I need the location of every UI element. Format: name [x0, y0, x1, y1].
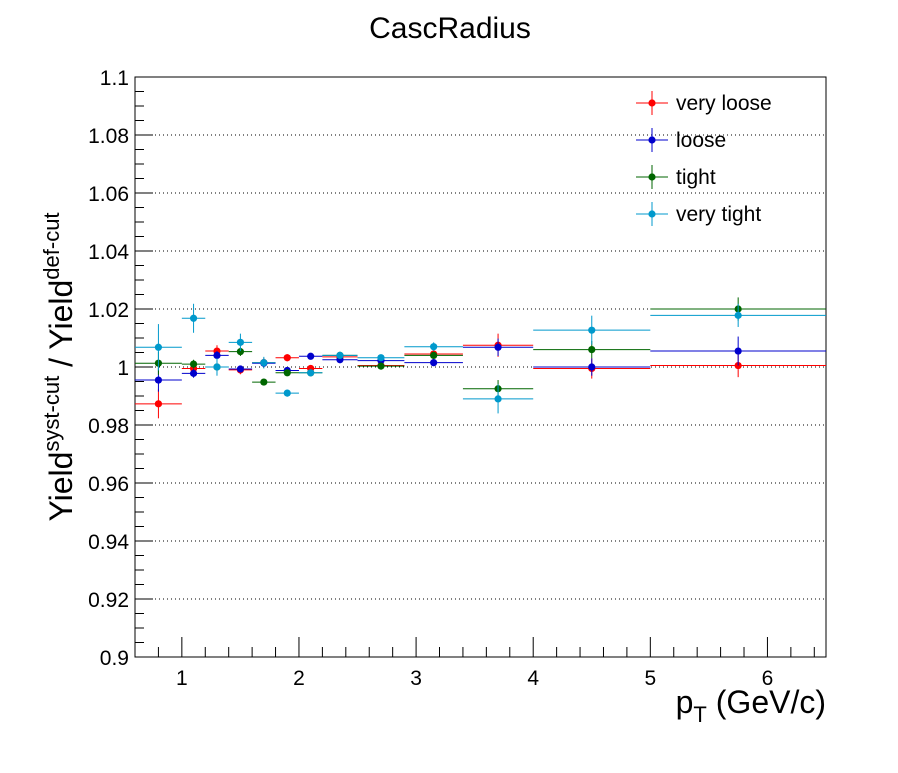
data-point [275, 369, 299, 377]
data-point [228, 333, 253, 352]
y-tick-label: 0.94 [88, 531, 129, 554]
legend-entry: loose [636, 128, 726, 152]
legend-marker [648, 136, 656, 144]
data-point [404, 359, 463, 367]
legend-label: very tight [676, 203, 761, 226]
data-point [298, 369, 323, 377]
data-point [404, 351, 463, 359]
legend-label: tight [676, 166, 716, 189]
x-tick-label: 5 [644, 667, 656, 690]
y-axis-label: Yieldsyst-cut / Yielddef-cut [39, 212, 79, 521]
marker [430, 343, 438, 351]
marker [154, 400, 163, 408]
data-point [135, 389, 182, 419]
marker [236, 348, 245, 356]
legend-marker [648, 99, 656, 107]
x-tick-label: 2 [293, 667, 305, 690]
legend-entry: very loose [636, 91, 772, 115]
data-point [205, 358, 229, 376]
marker [734, 347, 742, 355]
marker [307, 352, 315, 360]
legend-label: loose [676, 129, 726, 152]
marker [588, 326, 596, 334]
marker [283, 354, 291, 362]
data-point [404, 342, 463, 352]
marker [283, 369, 291, 377]
legend-marker [648, 173, 656, 181]
marker [236, 338, 245, 346]
marker [588, 363, 596, 371]
data-point [181, 369, 206, 378]
x-tick-label: 4 [527, 667, 539, 690]
y-axis-ticks: 0.9 0.92 0.94 0.96 0.98 1 1.02 1.04 1.06 1.08 1.1 [88, 67, 153, 670]
marker [307, 369, 315, 377]
chart-title: CascRadius [369, 12, 531, 45]
marker [430, 351, 438, 359]
marker [430, 359, 438, 367]
marker [154, 343, 163, 351]
data-point [357, 362, 405, 370]
legend-entry: tight [636, 165, 716, 189]
data-point [275, 389, 299, 397]
x-tick-label: 1 [176, 667, 188, 690]
data-point [533, 358, 651, 376]
y-tick-label: 1 [117, 357, 129, 380]
marker [588, 346, 596, 354]
x-axis-label: pT (GeV/c) [676, 684, 826, 727]
data-point [135, 324, 182, 371]
y-tick-label: 0.98 [88, 415, 129, 438]
legend-entry: very tight [636, 202, 761, 226]
marker [377, 362, 385, 370]
marker [260, 359, 268, 367]
marker [734, 311, 742, 319]
marker [189, 369, 198, 377]
data-point [650, 303, 826, 327]
data-point [181, 303, 206, 333]
marker [236, 365, 245, 373]
y-tick-label: 1.02 [88, 299, 129, 322]
marker [260, 378, 268, 386]
series-very-tight [135, 303, 826, 414]
legend: very loose loose tight very tight [636, 91, 772, 226]
series-very-loose [135, 333, 826, 419]
x-tick-label: 6 [762, 667, 774, 690]
data-point [462, 338, 534, 356]
data-point [322, 351, 358, 359]
data-point [275, 354, 299, 362]
marker [336, 351, 344, 359]
legend-marker [648, 210, 656, 218]
data-point [252, 378, 276, 386]
y-tick-label: 1.04 [88, 241, 129, 264]
data-point [252, 356, 276, 369]
marker [213, 351, 221, 359]
marker [494, 343, 502, 351]
y-tick-label: 0.9 [100, 647, 129, 670]
x-axis-ticks: 1 2 3 4 5 6 [134, 637, 815, 690]
marker [213, 363, 221, 371]
y-tick-label: 0.96 [88, 473, 129, 496]
marker [154, 376, 163, 384]
marker [283, 389, 291, 397]
data-series [135, 297, 826, 419]
marker [189, 360, 198, 368]
marker [377, 354, 385, 362]
y-tick-label: 0.92 [88, 589, 129, 612]
y-tick-label: 1.06 [88, 183, 129, 206]
data-point [228, 365, 253, 373]
marker [189, 314, 198, 322]
data-point [181, 359, 206, 369]
y-tick-label: 1.08 [88, 125, 129, 148]
legend-label: very loose [676, 92, 772, 115]
data-point [533, 315, 651, 345]
x-tick-label: 3 [410, 667, 422, 690]
data-point [650, 336, 826, 366]
data-point [462, 384, 534, 414]
data-point [357, 354, 405, 362]
marker [494, 395, 502, 403]
data-point [298, 352, 323, 360]
y-tick-label: 1.1 [100, 67, 129, 90]
